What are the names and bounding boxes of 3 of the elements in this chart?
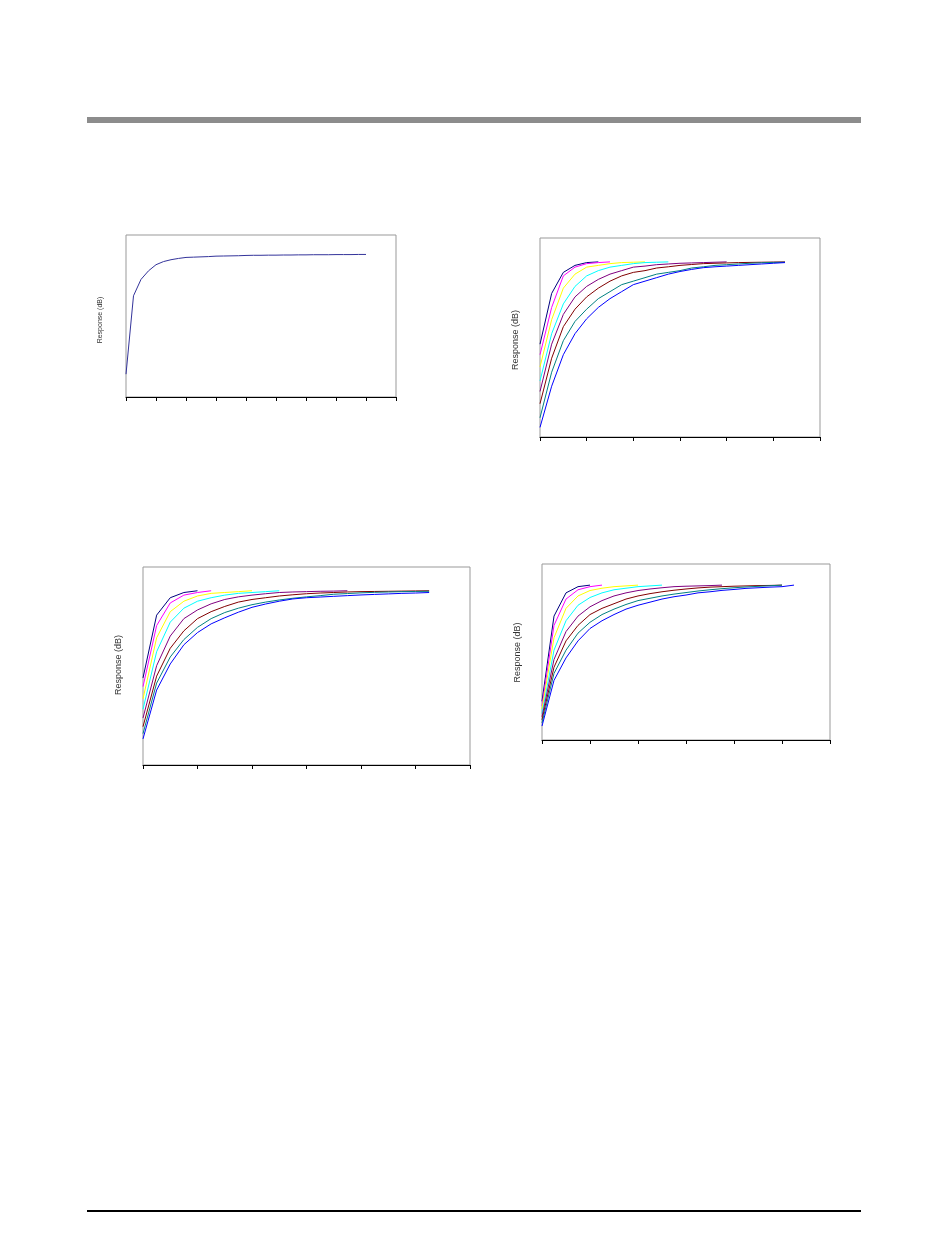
y-axis-title: Response (dB)	[511, 622, 522, 683]
y-axis-title: Response (dB)	[509, 309, 520, 371]
y-axis-title: Response (dB)	[112, 634, 123, 696]
